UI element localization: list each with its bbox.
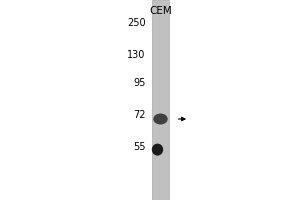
Text: 95: 95 xyxy=(133,78,145,88)
Text: CEM: CEM xyxy=(149,6,172,16)
Text: 72: 72 xyxy=(133,110,146,120)
Ellipse shape xyxy=(152,144,163,156)
FancyBboxPatch shape xyxy=(152,0,169,200)
Text: 250: 250 xyxy=(127,18,146,28)
Text: 55: 55 xyxy=(133,142,146,152)
Text: 130: 130 xyxy=(127,50,146,60)
Ellipse shape xyxy=(153,114,168,124)
